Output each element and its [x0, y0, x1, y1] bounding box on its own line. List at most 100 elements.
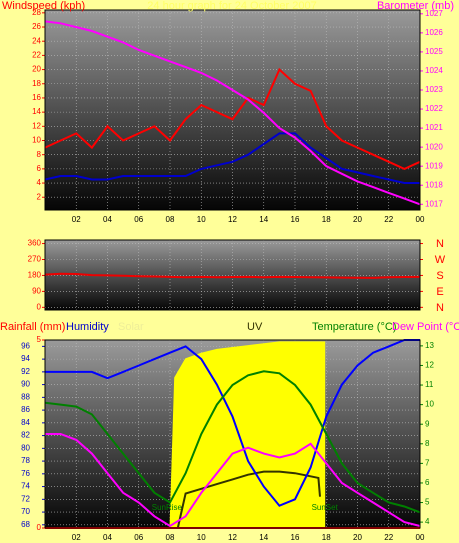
y-tick-label: 8 — [37, 150, 42, 159]
axis-title: Temperature (°C) — [312, 321, 396, 333]
x-tick-label: 08 — [166, 533, 175, 542]
y-tick-label: 4 — [37, 178, 42, 187]
y-tick-label: 2 — [37, 192, 42, 201]
y-tick-label: 16 — [32, 93, 41, 102]
y-tick-label: 96 — [21, 341, 30, 350]
y-tick-label: 1027 — [425, 9, 443, 18]
y-tick-label: 360 — [28, 239, 42, 248]
y-tick-label: 82 — [21, 431, 30, 440]
x-tick-label: 00 — [416, 215, 425, 224]
y-tick-label: 76 — [21, 469, 30, 478]
y-tick-label: 1021 — [425, 123, 443, 132]
y-tick-label: 10 — [425, 400, 434, 409]
y-tick-label: 1018 — [425, 180, 443, 189]
y-tick-label: 20 — [32, 65, 41, 74]
solar-area — [169, 341, 326, 529]
x-tick-label: 22 — [384, 533, 393, 542]
x-tick-label: 16 — [291, 215, 300, 224]
y-tick-label: 78 — [21, 456, 30, 465]
x-tick-label: 02 — [72, 215, 81, 224]
x-tick-label: 04 — [103, 533, 112, 542]
x-tick-label: 12 — [228, 215, 237, 224]
annotation: SunSet — [312, 503, 339, 512]
x-tick-label: 08 — [166, 215, 175, 224]
y-tick-label: 6 — [37, 164, 42, 173]
y-tick-label: 1020 — [425, 142, 443, 151]
y-tick-label: 14 — [32, 107, 41, 116]
y-tick-label: 10 — [32, 136, 41, 145]
y-tick-label: 12 — [425, 361, 434, 370]
y-tick-label: 28 — [32, 8, 41, 17]
y-tick-label: 13 — [425, 341, 434, 350]
direction-label: S — [436, 270, 443, 282]
y-tick-label: 88 — [21, 392, 30, 401]
y-tick-label: 68 — [21, 520, 30, 529]
x-tick-label: 00 — [416, 533, 425, 542]
y-tick-label: 18 — [32, 79, 41, 88]
axis-title: Humidity — [66, 321, 109, 333]
series-line — [44, 67, 421, 170]
x-tick-label: 06 — [134, 215, 143, 224]
y-tick-label: 180 — [28, 271, 42, 280]
plot-frame — [44, 339, 421, 529]
y-tick-label: 0 — [37, 302, 42, 311]
series-line — [44, 272, 421, 279]
direction-label: W — [435, 254, 446, 266]
x-tick-label: 22 — [384, 215, 393, 224]
y-tick-label: 1024 — [425, 66, 443, 75]
x-tick-label: 10 — [197, 533, 206, 542]
y-tick-label: 94 — [21, 354, 30, 363]
x-tick-label: 04 — [103, 215, 112, 224]
y-tick-label: 84 — [21, 418, 30, 427]
series-line — [44, 132, 420, 184]
x-tick-label: 20 — [353, 215, 362, 224]
axis-title: Rainfall (mm) — [0, 321, 65, 333]
y-tick-label: 270 — [28, 255, 42, 264]
y-tick-label: 0 — [37, 523, 42, 532]
y-tick-label: 1019 — [425, 161, 443, 170]
x-tick-label: 14 — [259, 533, 268, 542]
x-tick-label: 16 — [291, 533, 300, 542]
y-tick-label: 86 — [21, 405, 30, 414]
plot-frame — [44, 9, 421, 211]
x-tick-label: 18 — [322, 215, 331, 224]
y-tick-label: 1023 — [425, 85, 443, 94]
y-tick-label: 90 — [32, 287, 41, 296]
series-line — [44, 20, 421, 206]
y-tick-label: 12 — [32, 121, 41, 130]
axis-title: UV — [247, 321, 263, 333]
y-tick-label: 24 — [32, 36, 41, 45]
y-tick-label: 1022 — [425, 104, 443, 113]
y-tick-label: 1026 — [425, 28, 443, 37]
y-tick-label: 5 — [37, 335, 42, 344]
x-tick-label: 12 — [228, 533, 237, 542]
x-tick-label: 20 — [353, 533, 362, 542]
annotation: SunRise — [152, 503, 183, 512]
y-tick-label: 1025 — [425, 47, 443, 56]
x-tick-label: 02 — [72, 533, 81, 542]
y-tick-label: 4 — [425, 517, 430, 526]
x-tick-label: 06 — [134, 533, 143, 542]
y-tick-label: 70 — [21, 507, 30, 516]
y-tick-label: 1017 — [425, 199, 443, 208]
direction-label: N — [436, 238, 444, 250]
series-line — [44, 370, 421, 514]
y-tick-label: 72 — [21, 494, 30, 503]
chart-title: 24 hour graph for 24 October 2007 — [147, 0, 316, 12]
y-tick-label: 90 — [21, 380, 30, 389]
direction-label: N — [436, 302, 444, 314]
y-tick-label: 22 — [32, 50, 41, 59]
y-tick-label: 26 — [32, 22, 41, 31]
y-tick-label: 74 — [21, 482, 30, 491]
plot-frame — [44, 239, 421, 311]
y-tick-label: 11 — [425, 380, 434, 389]
axis-title: Barometer (mb) — [377, 0, 454, 12]
x-tick-label: 14 — [259, 215, 268, 224]
y-tick-label: 80 — [21, 443, 30, 452]
y-tick-label: 6 — [425, 478, 430, 487]
series-line — [45, 433, 421, 528]
y-tick-label: 9 — [425, 419, 430, 428]
y-tick-label: 7 — [425, 458, 430, 467]
y-tick-label: 8 — [425, 439, 430, 448]
